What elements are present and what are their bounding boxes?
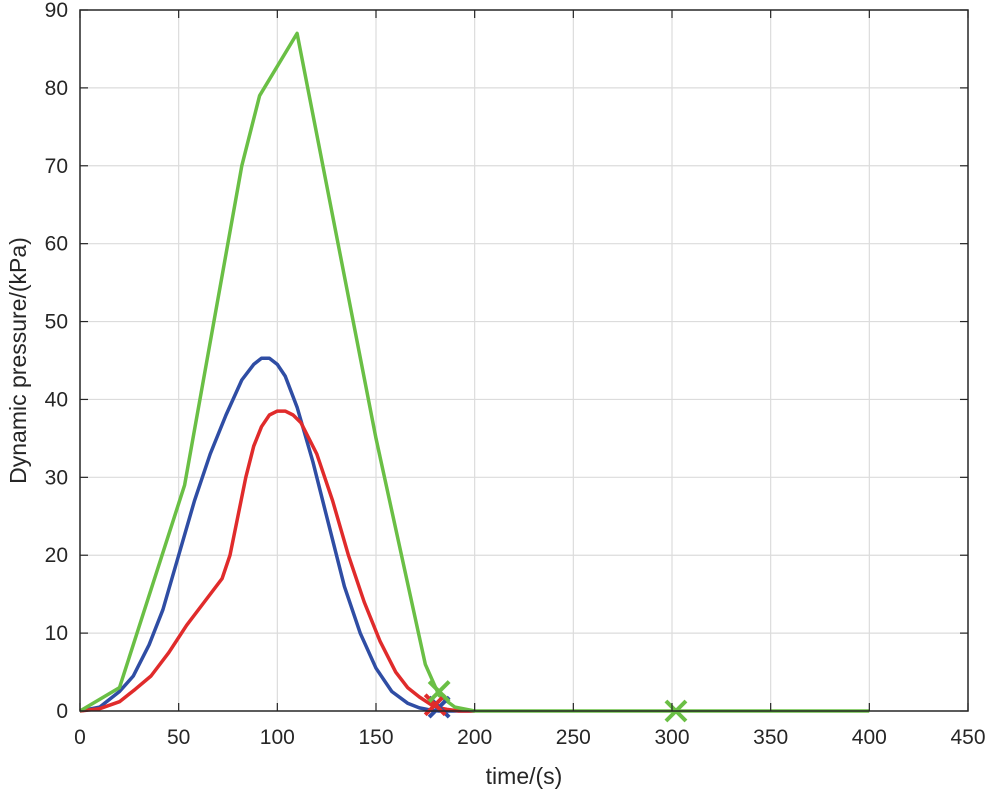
x-tick-label: 50 [167,726,190,749]
series-0-line [79,356,475,713]
y-tick-label: 40 [45,388,68,411]
x-tick-label: 250 [556,726,591,749]
y-axis-label: Dynamic pressure/(kPa) [5,237,31,484]
y-tick-label: 70 [45,155,68,178]
marker-group [423,680,688,723]
x-tick-label: 0 [74,726,86,749]
plot-frame [79,9,969,712]
y-tick-label: 10 [45,622,68,645]
series-1-line [79,409,475,713]
y-tick-label: 20 [45,544,68,567]
x-tick-label: 350 [753,726,788,749]
tick-group: 0 50 100 150 200 250 300 350 400 450 0 10 20 30 40 50 60… [45,0,986,749]
x-axis-label: time/(s) [486,763,563,789]
x-tick-label: 450 [950,726,985,749]
y-tick-label: 60 [45,233,68,256]
x-tick-label: 200 [457,726,492,749]
y-tick-label: 50 [45,311,68,334]
y-tick-label: 80 [45,77,68,100]
grid [80,10,968,711]
y-tick-label: 90 [45,0,68,22]
y-tick-label: 0 [56,700,68,723]
x-tick-label: 300 [654,726,689,749]
x-tick-label: 150 [358,726,393,749]
x-tick-label: 400 [852,726,887,749]
x-tick-label: 100 [260,726,295,749]
y-tick-label: 30 [45,466,68,489]
series-2-end-marker [427,680,451,703]
